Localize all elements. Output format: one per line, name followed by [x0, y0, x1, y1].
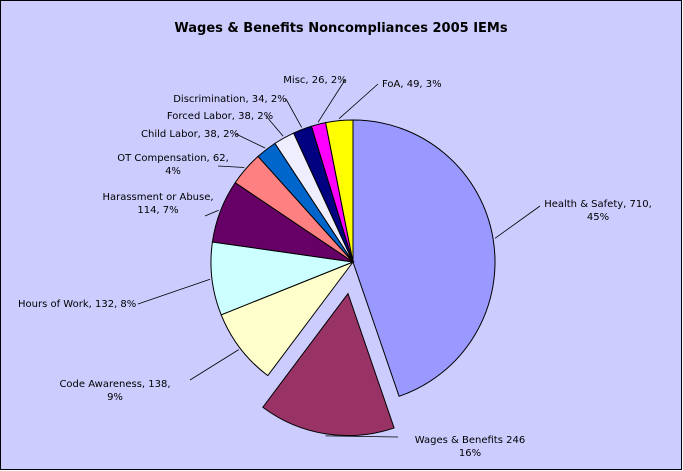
leader-line — [217, 165, 245, 168]
data-label: FoA, 49, 3% — [382, 79, 442, 90]
leader-line — [265, 115, 284, 137]
leader-line — [285, 98, 303, 128]
pie-slice — [325, 119, 354, 263]
leader-line — [325, 435, 399, 438]
leader-line — [235, 133, 266, 149]
data-label: Misc, 26, 2% — [283, 75, 346, 86]
data-label: Hours of Work, 132, 8% — [18, 299, 136, 310]
pie-slice — [352, 119, 496, 397]
data-label: Code Awareness, 138, 9% — [59, 379, 170, 403]
leader-line — [494, 205, 541, 239]
data-label: Forced Labor, 38, 2% — [167, 111, 273, 122]
data-label: Discrimination, 34, 2% — [173, 94, 287, 105]
leader-line — [137, 278, 211, 305]
leader-line — [204, 209, 219, 217]
data-label: Health & Safety, 710, 45% — [544, 199, 652, 223]
data-label: OT Compensation, 62, 4% — [117, 153, 229, 177]
leader-line — [317, 79, 346, 123]
leader-line — [338, 83, 379, 119]
data-label: Wages & Benefits 246 16% — [415, 435, 525, 459]
data-label: Child Labor, 38, 2% — [141, 129, 239, 140]
pie — [210, 119, 496, 437]
data-label: Harassment or Abuse, 114, 7% — [102, 192, 213, 216]
pie-slice — [262, 292, 395, 437]
leader-line — [189, 349, 239, 381]
chart-title: Wages & Benefits Noncompliances 2005 IEM… — [174, 21, 507, 36]
